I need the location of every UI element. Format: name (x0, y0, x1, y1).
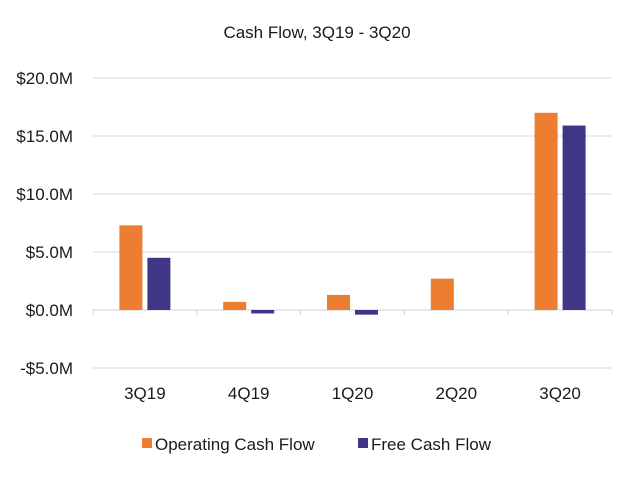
y-tick-label: $20.0M (16, 69, 73, 88)
y-axis-tick-labels: $20.0M $15.0M $10.0M $5.0M $0.0M -$5.0M (16, 69, 73, 378)
legend-label-free-cash-flow: Free Cash Flow (371, 435, 492, 454)
bar-operating-cash-flow-2q20 (430, 278, 454, 310)
x-tick-label: 4Q19 (228, 384, 270, 403)
bar-free-cash-flow-1q20 (355, 310, 378, 315)
bar-operating-cash-flow-4q19 (223, 301, 247, 310)
legend-label-operating-cash-flow: Operating Cash Flow (155, 435, 315, 454)
x-tick-label: 3Q19 (124, 384, 166, 403)
y-tick-label: -$5.0M (20, 359, 73, 378)
legend-swatch-operating-cash-flow (142, 438, 152, 448)
gridlines (92, 77, 613, 369)
bar-operating-cash-flow-1q20 (327, 294, 350, 310)
y-tick-label: $5.0M (26, 243, 73, 262)
y-tick-label: $10.0M (16, 185, 73, 204)
bar-free-cash-flow-3q20 (562, 125, 586, 310)
legend-swatch-free-cash-flow (358, 438, 368, 448)
bar-free-cash-flow-4q19 (251, 310, 275, 314)
y-tick-label: $0.0M (26, 301, 73, 320)
y-tick-label: $15.0M (16, 127, 73, 146)
x-tick-label: 2Q20 (436, 384, 478, 403)
bar-free-cash-flow-3q19 (147, 257, 171, 310)
legend: Operating Cash Flow Free Cash Flow (142, 435, 492, 454)
x-tick-label: 1Q20 (332, 384, 374, 403)
bar-operating-cash-flow-3q20 (534, 112, 558, 310)
bars (119, 112, 586, 315)
chart-title: Cash Flow, 3Q19 - 3Q20 (223, 23, 410, 42)
bar-operating-cash-flow-3q19 (119, 225, 143, 310)
x-axis-tick-labels: 3Q19 4Q19 1Q20 2Q20 3Q20 (124, 384, 581, 403)
x-tick-label: 3Q20 (539, 384, 581, 403)
